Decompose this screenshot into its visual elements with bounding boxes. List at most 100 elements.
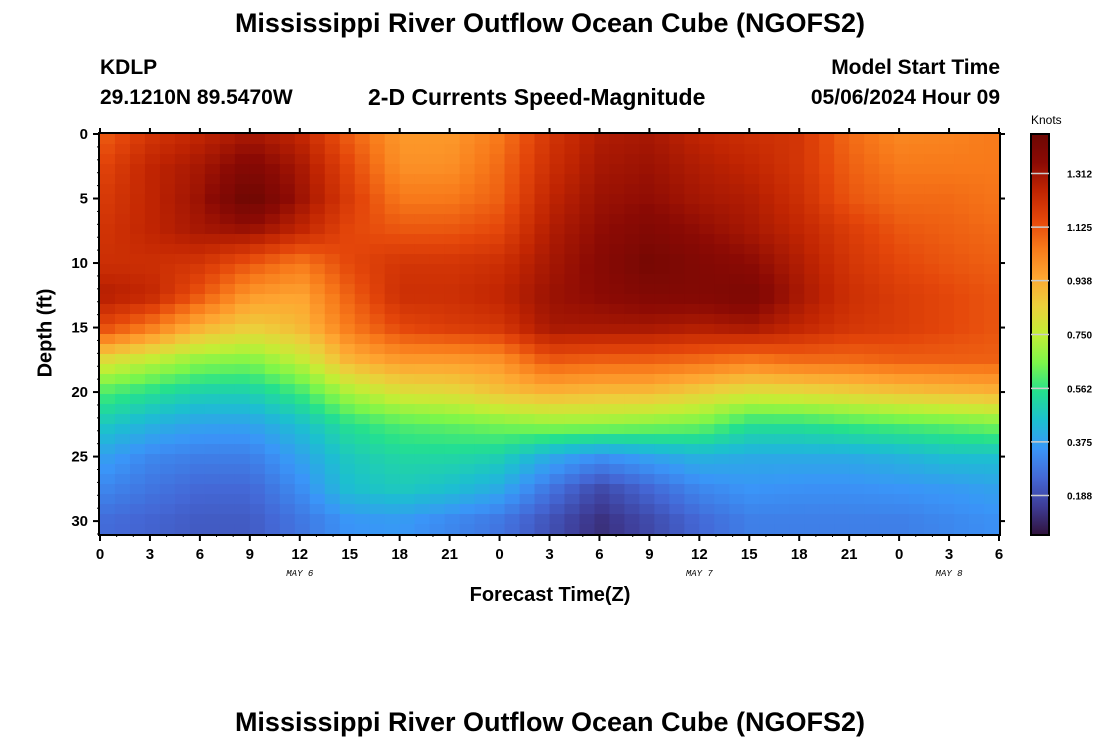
heatmap-cell [234, 284, 251, 295]
heatmap-cell [219, 264, 236, 275]
heatmap-cell [654, 354, 670, 365]
heatmap-cell [264, 274, 281, 285]
heatmap-cell [279, 194, 296, 205]
heatmap-cell [669, 194, 685, 205]
heatmap-cell [264, 244, 281, 255]
heatmap-cell [369, 314, 386, 325]
heatmap-cell [414, 254, 431, 265]
heatmap-cell [549, 324, 566, 335]
date-label: MAY 8 [936, 569, 964, 579]
heatmap-cell [834, 524, 850, 535]
heatmap-cell [384, 414, 401, 425]
heatmap-cell [100, 324, 116, 335]
heatmap-cell [354, 264, 371, 275]
heatmap-cell [369, 434, 386, 445]
heatmap-cell [114, 174, 131, 185]
heatmap-cell [309, 504, 326, 515]
heatmap-cell [624, 524, 640, 535]
heatmap-cell [789, 134, 805, 145]
heatmap-cell [354, 494, 371, 505]
heatmap-cell [114, 304, 131, 315]
heatmap-cell [204, 254, 221, 265]
heatmap-cell [879, 424, 895, 435]
heatmap-cell [744, 354, 760, 365]
heatmap-cell [879, 474, 895, 485]
heatmap-cell [159, 194, 176, 205]
heatmap-cell [114, 144, 131, 155]
heatmap-cell [264, 184, 281, 195]
x-tick-label: 6 [595, 546, 603, 563]
heatmap-cell [564, 274, 581, 285]
heatmap-cell [474, 424, 491, 435]
heatmap-cell [129, 204, 146, 215]
heatmap-cell [489, 334, 506, 345]
heatmap-cell [399, 504, 416, 515]
heatmap-cell [399, 224, 416, 235]
heatmap-cell [774, 214, 790, 225]
heatmap-cell [264, 134, 281, 145]
heatmap-cell [849, 394, 865, 405]
heatmap-cell [189, 194, 206, 205]
heatmap-cell [879, 244, 895, 255]
heatmap-cell [744, 464, 760, 475]
heatmap-cell [804, 354, 820, 365]
heatmap-cell [504, 314, 521, 325]
heatmap-cell [819, 274, 835, 285]
heatmap-cell [804, 364, 820, 375]
heatmap-cell [399, 324, 416, 335]
heatmap-cell [369, 304, 386, 315]
heatmap-cell [579, 304, 596, 315]
heatmap-cell [669, 324, 685, 335]
heatmap-cell [549, 504, 566, 515]
heatmap-cell [219, 244, 236, 255]
heatmap-cell [864, 474, 880, 485]
heatmap-cell [519, 294, 536, 305]
heatmap-cell [339, 174, 356, 185]
heatmap-cell [219, 204, 236, 215]
heatmap-cell [759, 454, 775, 465]
heatmap-cell [924, 404, 940, 415]
heatmap-cell [459, 414, 476, 425]
heatmap-cell [459, 504, 476, 515]
heatmap-cell [114, 314, 131, 325]
heatmap-cell [594, 324, 611, 335]
heatmap-cell [294, 344, 311, 355]
heatmap-cell [189, 404, 206, 415]
heatmap-cell [954, 144, 970, 155]
heatmap-cell [579, 214, 596, 225]
heatmap-cell [219, 454, 236, 465]
heatmap-cell [114, 454, 131, 465]
heatmap-cell [204, 404, 221, 415]
heatmap-cell [729, 494, 745, 505]
heatmap-cell [774, 254, 790, 265]
heatmap-cell [774, 154, 790, 165]
heatmap-cell [564, 224, 581, 235]
heatmap-cell [489, 494, 506, 505]
heatmap-cell [399, 464, 416, 475]
heatmap-cell [849, 144, 865, 155]
heatmap-cell [579, 144, 596, 155]
heatmap-cell [114, 264, 131, 275]
heatmap-cell [819, 224, 835, 235]
heatmap-cell [129, 514, 146, 525]
heatmap-cell [669, 334, 685, 345]
heatmap-cell [339, 144, 356, 155]
heatmap-cell [249, 324, 266, 335]
heatmap-cell [159, 234, 176, 245]
heatmap-cell [369, 454, 386, 465]
heatmap-cell [579, 164, 596, 175]
heatmap-cell [159, 364, 176, 375]
heatmap-cell [939, 134, 955, 145]
heatmap-cell [924, 224, 940, 235]
heatmap-cell [444, 194, 461, 205]
heatmap-cell [564, 134, 581, 145]
heatmap-cell [804, 154, 820, 165]
heatmap-cell [100, 144, 116, 155]
heatmap-cell [939, 434, 955, 445]
heatmap-cell [549, 314, 566, 325]
heatmap-cell [759, 284, 775, 295]
heatmap-cell [354, 504, 371, 515]
heatmap-cell [114, 274, 131, 285]
heatmap-cell [864, 454, 880, 465]
heatmap-cell [879, 134, 895, 145]
